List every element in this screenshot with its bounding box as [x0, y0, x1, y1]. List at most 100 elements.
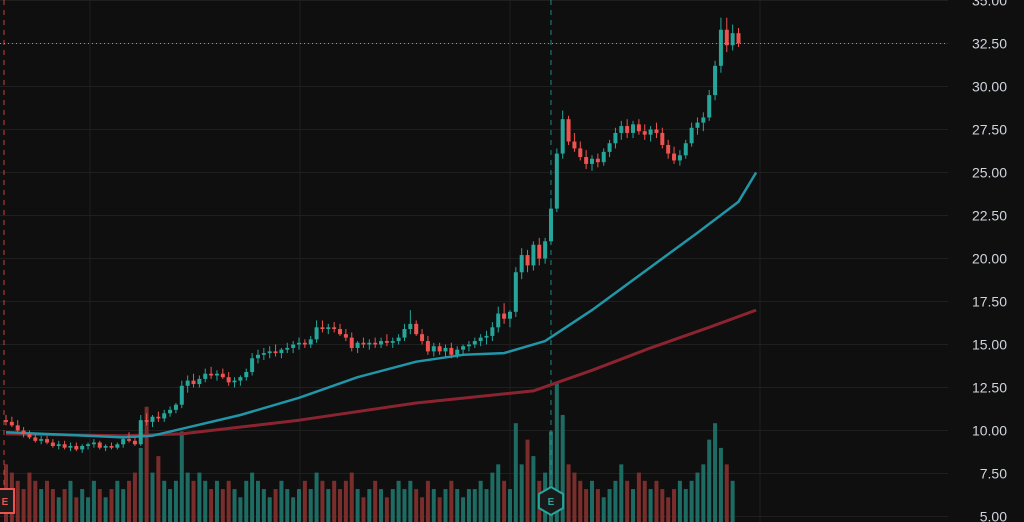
candle-body	[425, 341, 430, 352]
candle-body	[56, 444, 61, 446]
volume-bar	[619, 464, 624, 522]
candle-body	[736, 33, 741, 44]
volume-bar	[730, 480, 735, 522]
candle-body	[127, 439, 132, 441]
candle-body	[461, 346, 466, 350]
volume-bar	[724, 464, 729, 522]
candle-body	[132, 440, 137, 445]
volume-bar	[601, 497, 606, 522]
volume-bar	[390, 489, 395, 522]
volume-bar	[250, 472, 255, 522]
volume-bar	[578, 480, 583, 522]
candle-body	[39, 439, 44, 441]
volume-bar	[525, 439, 530, 522]
volume-bar	[50, 489, 55, 522]
candle-body	[513, 272, 518, 312]
volume-bar	[127, 480, 132, 522]
volume-bar	[607, 489, 612, 522]
volume-bar	[173, 480, 178, 522]
candle-body	[613, 132, 618, 144]
volume-bar	[367, 489, 372, 522]
volume-bar	[168, 489, 173, 522]
y-tick-label: 25.00	[972, 165, 1007, 181]
candle-body	[660, 132, 665, 145]
volume-bar	[461, 497, 466, 522]
candle-body	[718, 29, 723, 66]
volume-bar	[308, 489, 313, 522]
candle-body	[62, 444, 67, 448]
volume-bar	[21, 489, 26, 522]
volume-bar	[179, 431, 184, 522]
volume-bar	[572, 472, 577, 522]
candle-body	[724, 29, 729, 46]
candle-body	[179, 385, 184, 405]
volume-bar	[513, 423, 518, 522]
candle-body	[402, 329, 407, 338]
volume-bar	[425, 480, 430, 522]
y-tick-label: 5.00	[980, 509, 1007, 522]
candle-body	[584, 157, 589, 164]
candle-body	[713, 65, 718, 96]
candle-body	[9, 421, 14, 426]
candle-body	[361, 342, 366, 345]
volume-bar	[162, 480, 167, 522]
volume-bar	[636, 472, 641, 522]
volume-bar	[27, 472, 32, 522]
candle-body	[595, 158, 600, 163]
candle-body	[209, 373, 214, 376]
candle-body	[343, 334, 348, 338]
volume-bar	[80, 489, 85, 522]
y-tick-label: 35.00	[972, 0, 1007, 9]
candle-body	[115, 444, 120, 448]
volume-bar	[420, 497, 425, 522]
volume-bar	[86, 497, 91, 522]
volume-bar	[478, 480, 483, 522]
volume-bar	[595, 489, 600, 522]
volume-bar	[402, 489, 407, 522]
volume-bar	[449, 480, 454, 522]
volume-bar	[502, 480, 507, 522]
candle-body	[683, 143, 688, 156]
volume-bar	[672, 489, 677, 522]
volume-bar	[273, 489, 278, 522]
candle-body	[431, 346, 436, 352]
candle-body	[636, 124, 641, 132]
volume-bar	[91, 480, 96, 522]
volume-bar	[74, 497, 79, 522]
candle-body	[173, 404, 178, 410]
candle-body	[45, 439, 50, 443]
volume-bar	[132, 472, 137, 522]
volume-bar	[519, 464, 524, 522]
candle-body	[390, 341, 395, 343]
y-tick-label: 20.00	[972, 251, 1007, 267]
volume-bar	[396, 480, 401, 522]
candle-body	[414, 323, 419, 335]
candle-body	[80, 445, 85, 450]
earnings-marker[interactable]: E	[0, 488, 15, 514]
volume-bars	[4, 382, 735, 522]
candle-body	[320, 327, 325, 330]
volume-bar	[431, 489, 436, 522]
y-tick-label: 12.50	[972, 380, 1007, 396]
candle-body	[484, 335, 489, 338]
earnings-marker[interactable]: E	[537, 485, 565, 517]
volume-bar	[103, 497, 108, 522]
candlesticks[interactable]	[4, 17, 741, 453]
volume-bar	[109, 489, 114, 522]
earnings-marker-shape	[0, 488, 15, 514]
volume-bar	[373, 480, 378, 522]
ma-fast-line	[5, 171, 758, 439]
volume-bar	[548, 431, 553, 522]
volume-bar	[302, 480, 307, 522]
candle-body	[648, 129, 653, 135]
volume-bar	[443, 489, 448, 522]
candle-body	[631, 124, 636, 133]
candle-body	[420, 334, 425, 342]
volume-bar	[507, 489, 512, 522]
volume-bar	[496, 464, 501, 522]
volume-bar	[279, 480, 284, 522]
volume-bar	[138, 447, 143, 522]
